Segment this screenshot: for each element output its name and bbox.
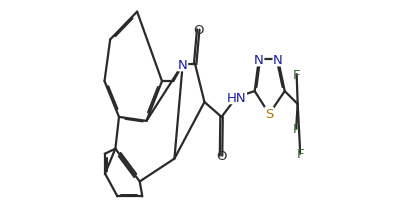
- Text: N: N: [254, 54, 264, 67]
- Text: N: N: [273, 54, 283, 67]
- Text: N: N: [178, 59, 187, 71]
- Text: F: F: [292, 123, 300, 136]
- Text: F: F: [293, 68, 301, 81]
- Text: F: F: [297, 147, 304, 160]
- Text: HN: HN: [227, 91, 247, 104]
- Text: S: S: [265, 108, 274, 121]
- Text: O: O: [193, 24, 204, 37]
- Text: O: O: [216, 149, 226, 162]
